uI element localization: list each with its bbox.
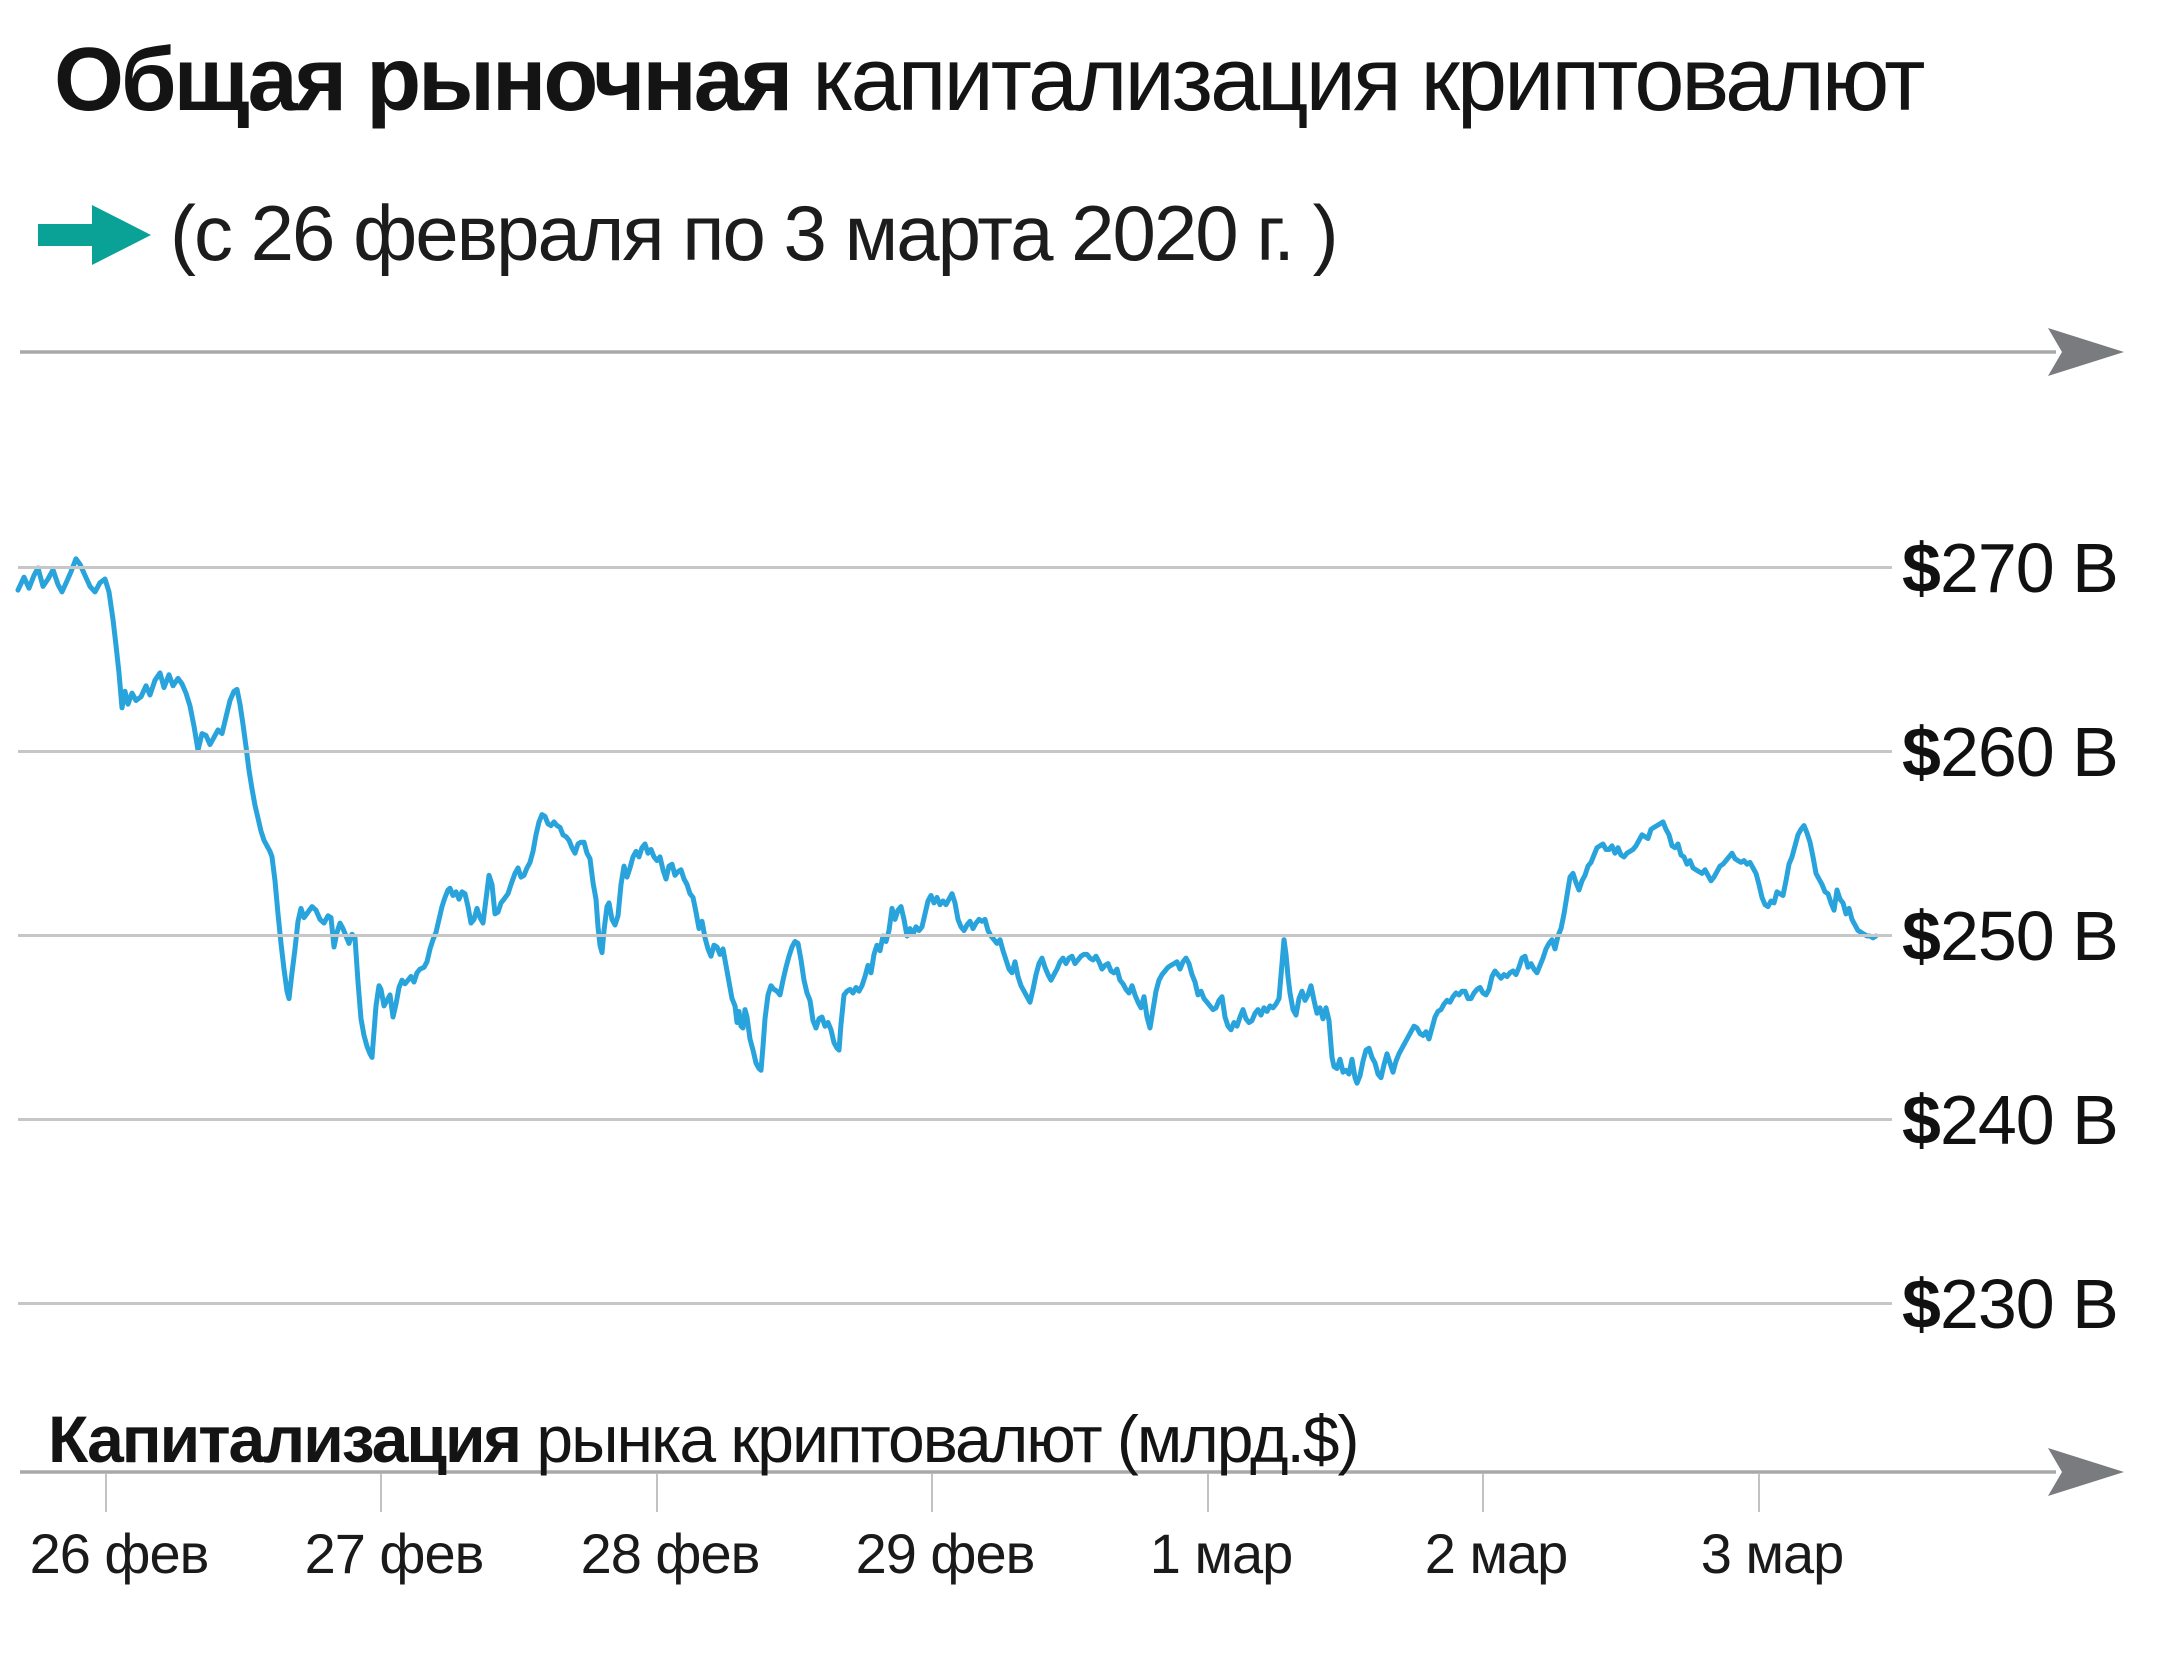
x-axis-label-28feb: 28 фев [580,1522,761,1585]
x-tick-1mar [1207,1474,1209,1512]
y-axis-label-270: $270 B [1902,529,2119,607]
x-tick-2mar [1482,1474,1484,1512]
page-subtitle: (с 26 февраля по 3 марта 2020 г. ) [170,189,1339,277]
y-axis-label-240: $240 B [1902,1081,2119,1159]
x-tick-3mar [1758,1474,1760,1512]
teal-right-arrow-icon [38,205,151,265]
currency-sign: $ [1902,1081,1941,1159]
y-gridline-260 [18,750,1892,753]
x-tick-28feb [656,1474,658,1512]
currency-sign: $ [1902,529,1941,607]
x-axis-label-29feb: 29 фев [855,1522,1036,1585]
x-tick-26feb [105,1474,107,1512]
x-axis-label-27feb: 27 фев [304,1522,485,1585]
top-axis-right-arrow-icon [2048,328,2124,376]
y-axis-label-250: $250 B [1902,897,2119,975]
x-tick-29feb [931,1474,933,1512]
x-axis-title: Капитализация рынка криптовалют (млрд.$) [48,1404,1848,1474]
y-gridline-270 [18,566,1892,569]
subtitle-row: (с 26 февраля по 3 марта 2020 г. ) [38,189,1938,277]
currency-sign: $ [1902,897,1941,975]
top-axis [20,328,2124,376]
x-axis-title-bold: Капитализация [48,1402,522,1476]
page-title-bold: Общая рыночная [54,30,793,130]
y-axis-label-230: $230 B [1902,1265,2119,1343]
bottom-axis-right-arrow-icon [2048,1448,2124,1496]
x-axis-label-26feb: 26 фев [29,1522,210,1585]
y-gridline-240 [18,1118,1892,1121]
x-tick-27feb [380,1474,382,1512]
y-gridline-230 [18,1302,1892,1305]
y-axis-label-260: $260 B [1902,713,2119,791]
x-axis-label-2mar: 2 мар [1424,1522,1569,1585]
bottom-axis [20,1448,2124,1496]
x-axis-title-regular: рынка криптовалют (млрд.$) [520,1402,1359,1476]
currency-sign: $ [1902,1265,1941,1343]
currency-sign: $ [1902,713,1941,791]
x-axis-label-1mar: 1 мар [1149,1522,1294,1585]
x-axis-label-3mar: 3 мар [1700,1522,1845,1585]
page-title-regular: капитализация криптовалют [790,30,1925,130]
market-cap-line-series [15,556,1879,1086]
page-title: Общая рыночная капитализация криптовалют [54,30,2134,130]
y-gridline-250 [18,934,1892,937]
